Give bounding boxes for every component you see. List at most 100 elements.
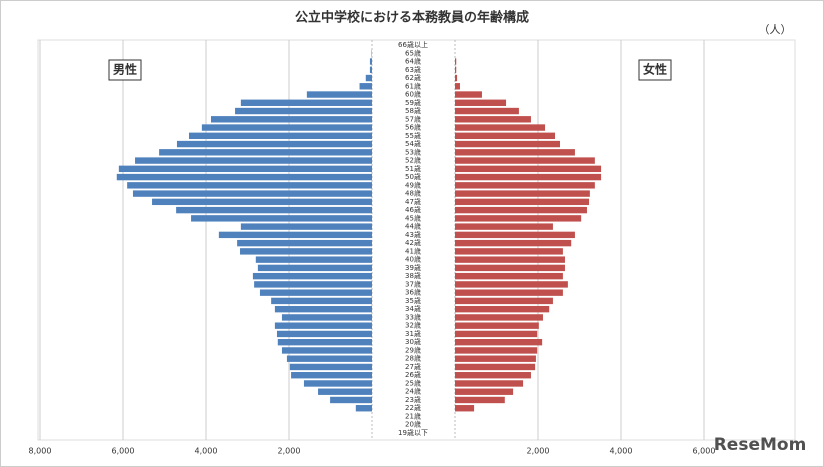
bar: [455, 165, 602, 173]
bar: [455, 58, 457, 65]
bar: [306, 91, 372, 98]
bar: [455, 198, 590, 206]
bar: [118, 165, 372, 173]
category-label: 22歳: [405, 403, 421, 412]
bar: [455, 372, 531, 379]
chart-title: 公立中学校における本務教員の年齢構成: [295, 10, 529, 26]
plot-frame: [37, 39, 796, 441]
bar: [252, 272, 372, 280]
x-tick-label: 6,000: [112, 447, 135, 456]
category-label: 36歳: [405, 288, 421, 297]
bar: [455, 173, 602, 181]
unit-label: （人）: [759, 23, 792, 36]
bar: [455, 363, 536, 371]
bar: [152, 198, 372, 206]
bar: [369, 66, 372, 73]
bar: [255, 256, 372, 263]
category-label: 38歳: [405, 271, 421, 280]
bar: [455, 132, 556, 140]
bar: [132, 190, 372, 197]
category-label: 21歳: [405, 411, 421, 420]
x-tick-label: 2,000: [527, 447, 550, 456]
category-label: 41歳: [405, 246, 421, 255]
bar: [455, 182, 595, 189]
category-label: 64歳: [405, 57, 421, 66]
bar: [369, 58, 372, 65]
bar: [455, 83, 460, 90]
bar: [455, 330, 538, 338]
bar: [235, 107, 372, 115]
bar: [355, 405, 372, 412]
bar: [318, 388, 372, 395]
bar: [116, 173, 373, 181]
category-label: 53歳: [405, 147, 421, 156]
category-label: 59歳: [405, 98, 421, 107]
bar: [455, 190, 590, 197]
bar: [281, 347, 372, 354]
category-label: 46歳: [405, 205, 421, 214]
bar: [455, 305, 550, 313]
category-label: 23歳: [405, 395, 421, 404]
bar: [455, 256, 565, 263]
bar: [455, 405, 475, 412]
watermark: ReseMom: [714, 435, 807, 455]
category-label: 25歳: [405, 378, 421, 387]
x-tick-label: 4,000: [195, 447, 218, 456]
bar: [455, 289, 563, 296]
category-label: 43歳: [405, 230, 421, 239]
bar: [455, 281, 568, 288]
bar: [455, 297, 553, 305]
bar: [291, 372, 372, 379]
bar: [176, 140, 372, 148]
category-label: 42歳: [405, 238, 421, 247]
x-tick-label: 8,000: [29, 447, 52, 456]
bar: [455, 231, 575, 239]
category-label: 61歳: [405, 81, 421, 90]
bar: [191, 215, 372, 222]
bar: [127, 182, 373, 189]
bar: [455, 157, 595, 164]
bar: [455, 124, 546, 131]
bar: [240, 223, 372, 230]
bar: [254, 281, 372, 288]
category-label: 52歳: [405, 156, 421, 165]
bar: [240, 248, 372, 255]
bar: [281, 314, 372, 321]
category-label: 55歳: [405, 131, 421, 140]
category-label: 58歳: [405, 106, 421, 115]
bar: [455, 322, 539, 329]
bar: [210, 116, 372, 123]
category-label: 26歳: [405, 370, 421, 379]
bar: [276, 330, 372, 338]
bar: [455, 74, 458, 82]
bar: [218, 231, 372, 239]
bar: [455, 388, 514, 395]
category-label: 27歳: [405, 362, 421, 371]
bar: [176, 206, 372, 214]
x-tick-label: 6,000: [693, 447, 716, 456]
category-label: 56歳: [405, 123, 421, 132]
bar: [359, 83, 372, 90]
category-label: 51歳: [405, 164, 421, 173]
bar: [455, 107, 519, 115]
legend-box: [108, 59, 142, 81]
legend-box: [638, 59, 672, 81]
category-label: 34歳: [405, 304, 421, 313]
bar: [455, 91, 482, 98]
category-label: 29歳: [405, 345, 421, 354]
bar: [455, 116, 531, 123]
bar: [455, 215, 582, 222]
category-label: 32歳: [405, 321, 421, 330]
bar: [188, 132, 372, 140]
category-label: 20歳: [405, 420, 421, 429]
legend-label: 女性: [643, 62, 667, 77]
bar: [455, 380, 524, 387]
bar: [455, 239, 572, 247]
bar: [159, 149, 372, 156]
category-label: 35歳: [405, 296, 421, 305]
bar: [455, 338, 543, 346]
bar: [240, 99, 372, 106]
category-label: 47歳: [405, 197, 421, 206]
